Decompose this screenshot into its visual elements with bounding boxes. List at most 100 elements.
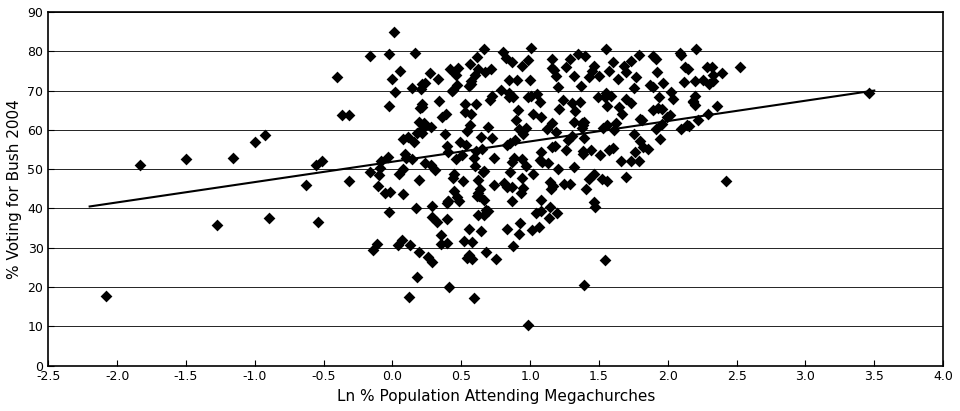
Point: [566, 164, 582, 171]
Point: [445, 174, 461, 181]
Point: [652, 94, 667, 101]
Point: [709, 103, 725, 110]
Point: [687, 93, 703, 99]
Point: [404, 156, 420, 162]
Point: [493, 87, 509, 94]
Point: [499, 142, 515, 148]
Point: [409, 274, 424, 281]
Point: [524, 227, 540, 233]
Point: [542, 178, 558, 185]
Point: [544, 143, 560, 150]
Point: [570, 51, 586, 58]
Point: [310, 219, 325, 225]
Point: [433, 241, 448, 247]
Point: [469, 54, 485, 60]
Point: [610, 76, 625, 82]
Point: [699, 63, 714, 70]
Point: [600, 122, 615, 128]
Point: [258, 132, 274, 139]
Point: [690, 117, 706, 123]
Point: [705, 72, 720, 79]
Point: [624, 157, 639, 164]
Point: [415, 104, 430, 111]
Point: [702, 81, 717, 87]
Point: [451, 198, 467, 204]
Point: [414, 86, 429, 92]
Point: [440, 240, 455, 247]
Point: [530, 91, 545, 97]
Point: [396, 151, 412, 158]
Point: [498, 54, 514, 61]
Point: [496, 180, 512, 186]
Point: [548, 72, 564, 79]
Point: [540, 126, 555, 133]
Point: [632, 138, 647, 144]
Point: [516, 185, 531, 192]
Point: [473, 134, 489, 141]
Point: [631, 52, 646, 59]
Point: [540, 160, 555, 166]
Point: [561, 137, 576, 143]
Point: [299, 182, 314, 189]
Point: [611, 104, 626, 110]
Point: [504, 197, 519, 204]
Point: [377, 190, 393, 197]
Point: [503, 169, 518, 175]
Point: [455, 151, 470, 158]
Point: [381, 102, 396, 109]
Point: [467, 295, 482, 302]
Point: [654, 105, 669, 112]
Point: [563, 56, 578, 62]
Point: [434, 113, 449, 120]
Point: [463, 121, 478, 128]
Point: [507, 155, 522, 162]
Point: [706, 77, 721, 84]
Point: [591, 73, 607, 79]
Point: [439, 215, 454, 222]
Point: [606, 145, 621, 151]
Point: [449, 81, 465, 88]
Point: [687, 101, 703, 108]
Point: [520, 94, 536, 101]
Point: [642, 82, 658, 89]
Point: [628, 148, 643, 155]
Point: [474, 145, 490, 152]
Point: [623, 58, 638, 64]
Point: [381, 208, 396, 215]
Point: [415, 101, 430, 107]
Point: [578, 52, 593, 59]
Point: [585, 68, 600, 74]
Point: [409, 205, 424, 212]
Point: [614, 111, 630, 117]
Point: [502, 140, 517, 147]
Point: [341, 178, 356, 185]
Point: [688, 45, 704, 52]
Point: [595, 125, 611, 131]
Point: [665, 95, 681, 102]
Point: [478, 69, 493, 75]
Y-axis label: % Voting for Bush 2004: % Voting for Bush 2004: [7, 99, 22, 279]
Point: [308, 162, 324, 168]
Point: [415, 81, 430, 87]
Point: [457, 109, 472, 115]
Point: [685, 99, 701, 105]
Point: [701, 111, 716, 117]
Point: [369, 240, 384, 247]
Point: [517, 125, 533, 131]
Point: [649, 69, 664, 75]
Point: [559, 147, 574, 153]
Point: [464, 110, 479, 117]
Point: [486, 155, 501, 162]
Point: [522, 77, 538, 83]
Point: [483, 66, 498, 72]
Point: [446, 171, 462, 177]
Point: [534, 114, 549, 120]
Point: [371, 182, 386, 189]
Point: [442, 284, 457, 290]
Point: [476, 46, 492, 52]
Point: [424, 213, 440, 220]
Point: [535, 158, 550, 165]
Point: [575, 148, 590, 155]
Point: [470, 189, 486, 196]
Point: [179, 156, 194, 163]
